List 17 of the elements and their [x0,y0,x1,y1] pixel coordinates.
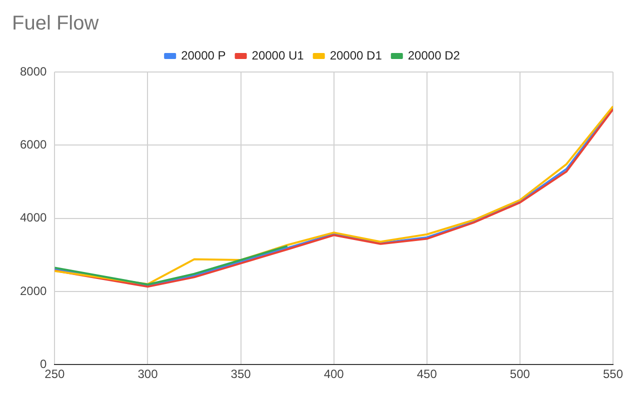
x-tick-label: 400 [324,367,344,382]
legend-label: 20000 P [181,48,226,62]
y-tick-label: 8000 [20,64,48,78]
y-tick-label: 2000 [20,284,48,298]
legend-label: 20000 D1 [330,48,382,62]
x-tick-label: 550 [602,367,624,382]
x-tick-label: 300 [138,367,158,382]
y-tick-label: 4000 [20,210,48,225]
y-tick-label: 0 [40,356,48,371]
y-tick-label: 6000 [20,137,48,152]
x-tick-label: 250 [44,367,66,382]
x-tick-label: 500 [510,367,530,382]
x-tick-label: 350 [230,367,252,382]
legend-label: 20000 U1 [252,48,304,62]
legend-label: 20000 D2 [408,48,460,62]
x-tick-label: 450 [416,367,438,382]
chart-title: Fuel Flow [12,12,100,35]
